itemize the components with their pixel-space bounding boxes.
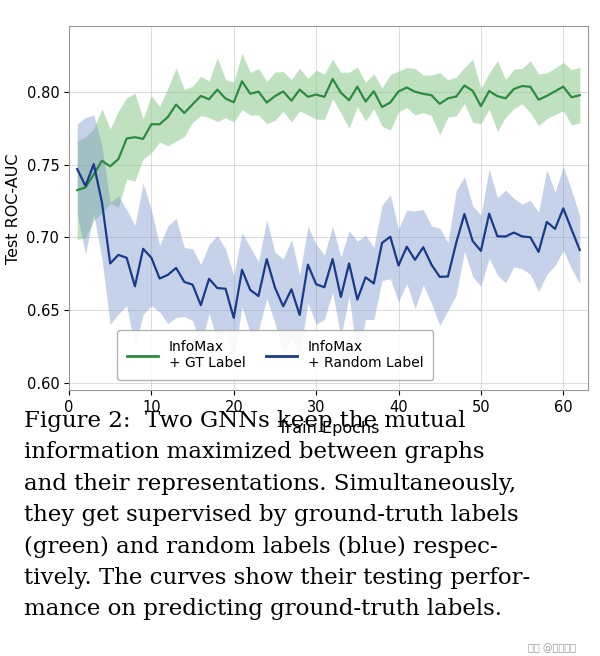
Text: 知乎 @刘水大王: 知乎 @刘水大王 (528, 643, 576, 653)
X-axis label: Train Epochs: Train Epochs (278, 420, 379, 436)
Y-axis label: Test ROC-AUC: Test ROC-AUC (6, 153, 21, 264)
Legend: InfoMax
+ GT Label, InfoMax
+ Random Label: InfoMax + GT Label, InfoMax + Random Lab… (118, 330, 433, 380)
Text: Figure 2:  Two GNNs keep the mutual
information maximized between graphs
and the: Figure 2: Two GNNs keep the mutual infor… (24, 410, 530, 620)
